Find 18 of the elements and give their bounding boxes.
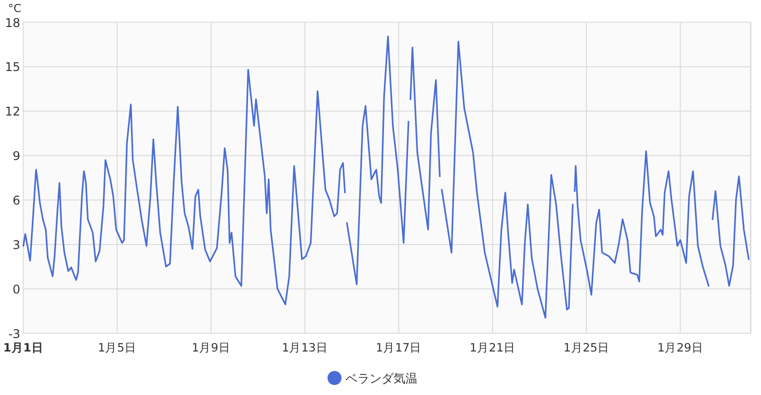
y-tick-label: 18 (5, 16, 20, 30)
y-tick-label: 12 (5, 104, 20, 119)
y-axis-title: °C (8, 2, 22, 15)
y-tick-label: -3 (8, 326, 20, 341)
x-tick-label: 1月29日 (657, 340, 704, 354)
y-tick-label: 9 (12, 149, 20, 164)
x-tick-label: 1月9日 (192, 340, 230, 354)
x-tick-label: 1月17日 (376, 340, 422, 354)
legend-label: ベランダ気温 (346, 372, 418, 386)
y-tick-label: 6 (12, 194, 20, 208)
y-tick-label: 15 (5, 60, 20, 74)
x-tick-label: 1月25日 (563, 340, 610, 354)
x-tick-label: 1月21日 (470, 340, 516, 354)
x-tick-label: 1月13日 (282, 340, 328, 354)
y-tick-label: 0 (12, 282, 20, 296)
y-tick-label: 3 (12, 238, 20, 252)
x-tick-label: 1月1日 (3, 340, 44, 354)
x-tick-label: 1月5日 (98, 340, 136, 354)
